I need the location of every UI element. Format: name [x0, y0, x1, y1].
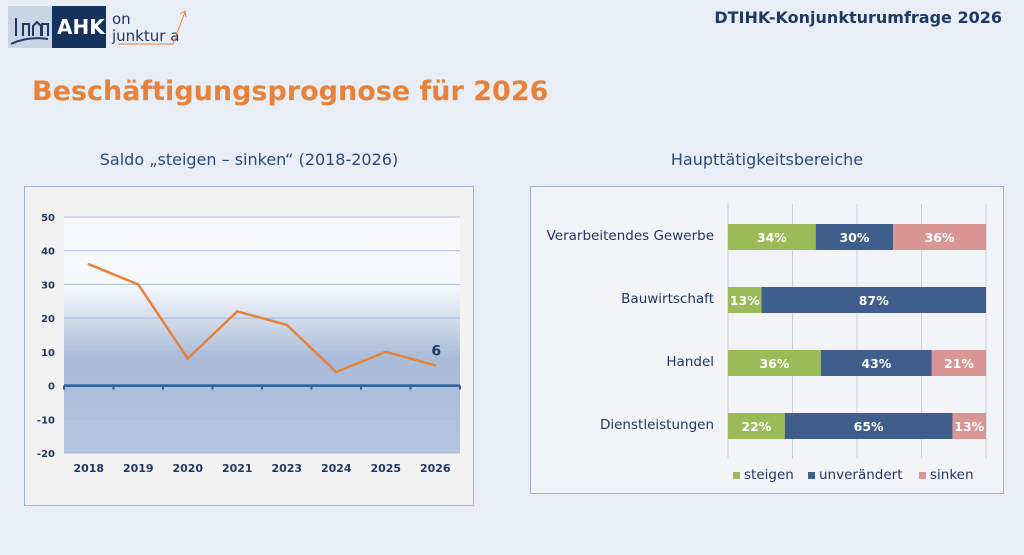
legend-swatch: [808, 472, 815, 479]
data-label: 87%: [859, 293, 889, 308]
data-label: 30%: [839, 230, 869, 245]
bar-segment-unverändert: [815, 224, 894, 250]
legend-label: steigen: [744, 467, 794, 483]
page-title: Beschäftigungsprognose für 2026: [32, 76, 549, 107]
data-label: 36%: [925, 230, 955, 245]
y-tick-label: -10: [37, 415, 55, 426]
bar-segment-sinken: [952, 413, 986, 439]
data-point: [434, 364, 437, 367]
category-label: Handel: [666, 354, 714, 370]
category-label: Bauwirtschaft: [621, 291, 714, 307]
data-label: 22%: [741, 419, 771, 434]
y-tick-label: 30: [41, 280, 55, 291]
legend-steigen: steigen: [733, 467, 794, 483]
data-point: [285, 323, 288, 327]
category-label: Verarbeitendes Gewerbe: [546, 228, 714, 244]
x-tick-label: 2026: [420, 462, 451, 475]
legend-unveraendert: unverändert: [808, 467, 903, 483]
data-label: 21%: [944, 356, 974, 371]
x-tick-label: 2025: [370, 462, 401, 475]
data-label: 13%: [730, 293, 760, 308]
data-label: 13%: [954, 419, 984, 434]
data-point: [335, 370, 338, 374]
legend-sinken: sinken: [919, 467, 974, 483]
y-tick-label: -20: [37, 449, 55, 460]
svg-text:on: on: [112, 10, 131, 28]
data-point: [186, 357, 189, 360]
legend-label: unverändert: [819, 467, 903, 483]
bar-segment-unverändert: [761, 287, 986, 313]
data-label: 43%: [861, 356, 891, 371]
data-label: 34%: [757, 230, 787, 245]
svg-text:AHK: AHK: [57, 15, 106, 39]
y-tick-label: 10: [41, 348, 55, 359]
data-point: [87, 263, 90, 266]
data-point: [384, 350, 387, 354]
ahk-logo: AHK on junktur a: [8, 6, 188, 48]
y-tick-label: 40: [41, 247, 55, 258]
bar-segment-steigen: [728, 350, 821, 376]
bar-segment-unverändert: [784, 413, 953, 439]
y-tick-label: 0: [48, 382, 55, 393]
x-tick-label: 2019: [123, 462, 154, 475]
data-point: [236, 310, 239, 313]
bar-segment-steigen: [728, 287, 762, 313]
bar-segment-sinken: [931, 350, 986, 376]
x-tick-label: 2023: [271, 462, 302, 475]
data-label: 36%: [759, 356, 789, 371]
data-point: [137, 283, 140, 286]
bar-segment-steigen: [728, 224, 816, 250]
x-tick-label: 2020: [172, 462, 203, 475]
plot-area: [64, 217, 460, 453]
line-chart-title: Saldo „steigen – sinken“ (2018-2026): [99, 150, 399, 169]
data-label: 65%: [854, 419, 884, 434]
legend-swatch: [733, 472, 740, 479]
bar-segment-steigen: [728, 413, 785, 439]
x-tick-label: 2024: [321, 462, 352, 475]
x-tick-label: 2018: [73, 462, 104, 475]
y-tick-label: 20: [41, 314, 55, 325]
data-label: 6: [431, 343, 441, 359]
series-line: [88, 263, 436, 374]
bar-segment-sinken: [893, 224, 986, 250]
y-tick-label: 50: [41, 213, 55, 224]
legend-swatch: [919, 472, 926, 479]
bar-chart-title: Haupttätigkeitsbereiche: [670, 150, 864, 169]
legend-label: sinken: [930, 467, 974, 483]
category-label: Dienstleistungen: [599, 417, 714, 433]
bar-segment-unverändert: [820, 350, 932, 376]
svg-text:junktur a: junktur a: [111, 27, 179, 45]
x-tick-label: 2021: [222, 462, 253, 475]
report-title: DTIHK-Konjunkturumfrage 2026: [714, 8, 1002, 27]
